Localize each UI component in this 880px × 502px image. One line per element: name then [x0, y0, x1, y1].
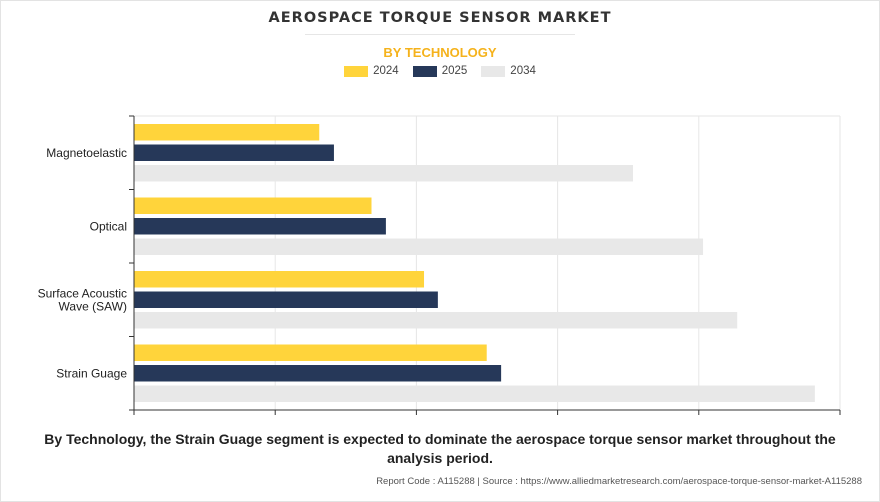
- legend-label-2034: 2034: [510, 65, 536, 77]
- legend-item-2034[interactable]: 2034: [481, 65, 536, 77]
- category-label-line: Surface Acoustic: [38, 286, 127, 300]
- chart-subtitle: BY TECHNOLOGY: [383, 45, 497, 60]
- category-label-line: Wave (SAW): [59, 299, 127, 313]
- legend: 2024 2025 2034: [0, 65, 880, 77]
- category-label: Strain Guage: [56, 366, 127, 380]
- title-divider: [305, 34, 575, 35]
- bar: [134, 344, 487, 361]
- legend-swatch-2025: [412, 65, 437, 77]
- bar: [134, 165, 634, 182]
- source-footer: Report Code : A115288 | Source : https:/…: [376, 476, 862, 487]
- bar: [134, 238, 704, 255]
- bar: [134, 312, 738, 329]
- legend-swatch-2034: [481, 65, 506, 77]
- bar: [134, 291, 438, 308]
- legend-item-2024[interactable]: 2024: [344, 65, 399, 77]
- legend-label-2024: 2024: [373, 65, 399, 77]
- bar: [134, 385, 815, 402]
- bar: [134, 144, 334, 161]
- chart-caption: By Technology, the Strain Guage segment …: [44, 431, 836, 466]
- category-label-line: Magnetoelastic: [46, 146, 127, 160]
- bar: [134, 218, 386, 235]
- bar: [134, 197, 372, 214]
- bar: [134, 124, 320, 141]
- category-label: Magnetoelastic: [46, 146, 127, 160]
- chart-title: AEROSPACE TORQUE SENSOR MARKET: [268, 10, 612, 26]
- category-label-line: Optical: [90, 219, 127, 233]
- legend-swatch-2024: [344, 65, 369, 77]
- category-label-line: Strain Guage: [56, 366, 127, 380]
- category-label: Optical: [90, 219, 127, 233]
- bar: [134, 365, 502, 382]
- legend-item-2025[interactable]: 2025: [412, 65, 468, 77]
- legend-label-2025: 2025: [441, 65, 468, 77]
- category-label: Surface Acoustic Wave (SAW): [38, 286, 127, 313]
- bar: [134, 271, 425, 288]
